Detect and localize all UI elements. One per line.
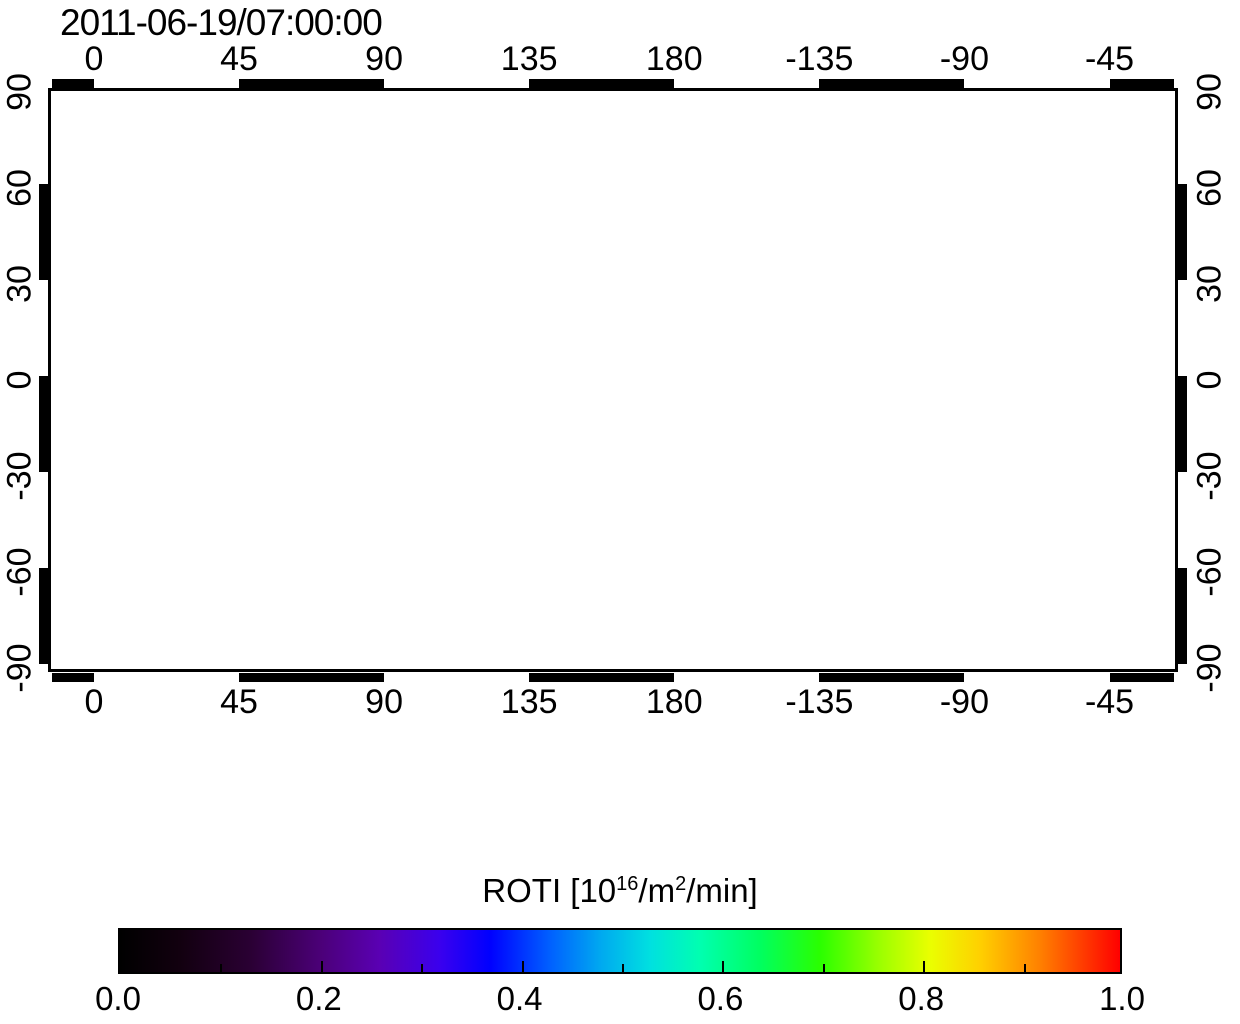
colorbar-title-exponent: 16 xyxy=(616,873,639,895)
y-axis-tick-label-left-2: 30 xyxy=(0,265,39,303)
y-axis-tick-label-right-1: 60 xyxy=(1190,169,1229,207)
colorbar-tick xyxy=(521,961,524,972)
x-axis-tick-label-4: 180 xyxy=(645,40,703,78)
colorbar-title-tail: /m xyxy=(638,872,676,909)
y-axis-tick-label-left-4: -30 xyxy=(0,451,39,501)
tick-segment xyxy=(52,673,94,682)
y-axis-tick-label-right-6: -90 xyxy=(1190,643,1229,693)
colorbar-tick-label-0: 0.0 xyxy=(95,980,141,1017)
right-axis-tickbar xyxy=(1178,88,1187,672)
colorbar-tick-label-3: 0.6 xyxy=(697,980,744,1017)
tick-segment xyxy=(239,79,385,88)
x-axis-tick-label-4: 180 xyxy=(645,683,703,721)
x-axis-tick-label-5: -135 xyxy=(785,683,854,721)
y-axis-tick-label-right-3: 0 xyxy=(1190,370,1229,390)
tick-segment xyxy=(239,673,385,682)
x-axis-tick-label-3: 135 xyxy=(500,40,558,78)
tick-segment xyxy=(39,376,48,472)
x-axis-tick-label-1: 45 xyxy=(220,683,258,721)
colorbar-tick-label-4: 0.8 xyxy=(898,980,945,1017)
tick-segment xyxy=(529,79,675,88)
plot-frame xyxy=(48,88,1178,672)
tick-segment xyxy=(39,568,48,664)
y-axis-tick-label-right-5: -60 xyxy=(1190,547,1229,597)
y-axis-tick-label-right-4: -30 xyxy=(1190,451,1229,501)
x-axis-tick-label-6: -90 xyxy=(939,40,989,78)
colorbar-title-tail2: /min] xyxy=(686,872,758,909)
x-axis-tick-label-7: -45 xyxy=(1084,40,1135,78)
colorbar-title-main: ROTI [10 xyxy=(482,872,617,909)
x-axis-tick-label-0: 0 xyxy=(84,40,104,78)
colorbar-minor-tick xyxy=(1023,964,1026,972)
colorbar-minor-tick xyxy=(220,964,223,972)
tick-segment xyxy=(1109,79,1174,88)
colorbar-tick xyxy=(722,961,725,972)
tick-segment xyxy=(1109,673,1174,682)
top-axis-tickbar xyxy=(48,79,1178,88)
colorbar-minor-tick xyxy=(622,964,624,972)
tick-segment xyxy=(819,79,965,88)
colorbar-minor-tick xyxy=(421,964,424,972)
y-axis-tick-label-right-2: 30 xyxy=(1190,265,1229,303)
tick-segment xyxy=(52,79,94,88)
colorbar-tick xyxy=(923,961,926,972)
tick-segment xyxy=(1178,568,1187,664)
tick-segment xyxy=(819,673,965,682)
x-axis-tick-label-6: -90 xyxy=(939,683,989,721)
x-axis-tick-label-7: -45 xyxy=(1084,683,1135,721)
colorbar-tick-label-2: 0.4 xyxy=(496,980,543,1017)
y-axis-tick-label-right-0: 90 xyxy=(1190,73,1229,111)
y-axis-tick-label-left-3: 0 xyxy=(0,370,39,390)
left-axis-tickbar xyxy=(39,88,48,672)
colorbar-gradient xyxy=(120,930,1120,972)
page-title: 2011-06-19/07:00:00 xyxy=(60,2,383,43)
colorbar-tick-label-5: 1.0 xyxy=(1099,980,1145,1017)
x-axis-tick-label-0: 0 xyxy=(84,683,104,721)
x-axis-tick-label-1: 45 xyxy=(220,40,258,78)
bottom-axis-tickbar xyxy=(48,673,1178,682)
tick-segment xyxy=(529,673,675,682)
colorbar-tick xyxy=(320,961,323,972)
tick-segment xyxy=(1178,376,1187,472)
y-axis-tick-label-left-0: 90 xyxy=(0,73,39,111)
x-axis-tick-label-2: 90 xyxy=(365,683,403,721)
x-axis-tick-label-3: 135 xyxy=(500,683,558,721)
y-axis-tick-label-left-5: -60 xyxy=(0,547,39,597)
tick-segment xyxy=(1178,184,1187,280)
y-axis-tick-label-left-6: -90 xyxy=(0,643,39,693)
y-axis-tick-label-left-1: 60 xyxy=(0,169,39,207)
x-axis-tick-label-5: -135 xyxy=(785,40,854,78)
tick-segment xyxy=(39,184,48,280)
colorbar xyxy=(118,928,1122,974)
colorbar-minor-tick xyxy=(822,964,825,972)
x-axis-tick-label-2: 90 xyxy=(365,40,403,78)
colorbar-title: ROTI [1016/m2/min] xyxy=(482,872,757,910)
colorbar-tick-label-1: 0.2 xyxy=(295,980,342,1017)
colorbar-title-exponent2: 2 xyxy=(675,873,687,895)
